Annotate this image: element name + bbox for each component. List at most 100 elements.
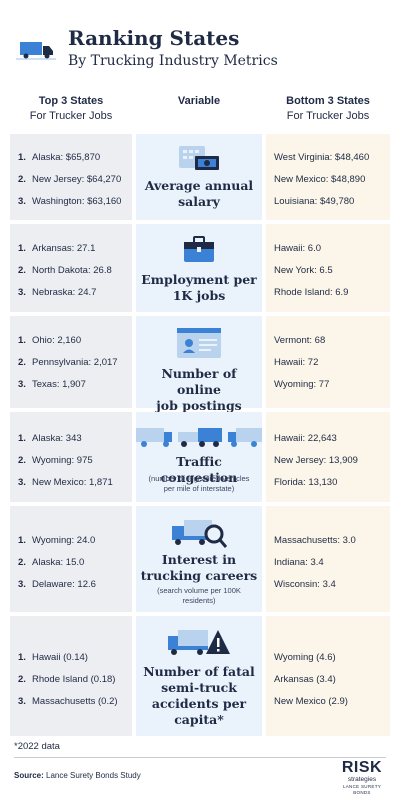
bottom-state-item: West Virginia: $48,460: [274, 152, 370, 163]
variable-title-line: Number of fatal: [143, 664, 255, 679]
variable-title-line: Number of online: [161, 366, 237, 397]
variable-title-line: Interest in: [161, 552, 237, 567]
salary-cash-icon: [179, 146, 219, 170]
variable-title-line: Traffic congestion: [160, 454, 238, 485]
column-header-bottom-sub: For Trucker Jobs: [286, 110, 370, 122]
bottom-state-item: Vermont: 68: [274, 335, 326, 346]
bottom-states-cell: West Virginia: $48,460 New Mexico: $48,8…: [266, 134, 390, 220]
briefcase-icon: [184, 236, 214, 262]
brand-tag: LANCE SURETY BONDS: [342, 784, 382, 795]
top-states-cell: 1. Alaska: $65,870 2. New Jersey: $64,270 …: [10, 134, 132, 220]
variable-title-line: trucking careers: [140, 568, 258, 583]
bottom-state-item: Hawaii: 72: [274, 357, 319, 368]
variable-note-line: residents): [182, 596, 216, 605]
variable-title-line: job postings: [156, 398, 242, 413]
top-state-item: 2. Pennsylvania: 2,017: [18, 357, 118, 368]
variable-title-line: 1K jobs: [172, 288, 226, 303]
source-line: Source: Lance Surety Bonds Study: [14, 771, 141, 780]
top-states-cell: 1. Arkansas: 27.1 2. North Dakota: 26.8 3.…: [10, 224, 132, 312]
metric-row-traffic: 1. Alaska: 343 2. Wyoming: 975 3. New Mexic…: [0, 412, 400, 502]
top-state-item: 3. Texas: 1,907: [18, 379, 86, 390]
variable-cell: Traffic congestion (number of registered…: [136, 412, 262, 502]
page-title: Ranking States: [68, 26, 240, 50]
top-state-item: 2. Alaska: 15.0: [18, 557, 85, 568]
column-header-top-title: Top 3 States: [38, 95, 104, 107]
bottom-state-item: Louisiana: $49,780: [274, 196, 355, 207]
bottom-state-item: Indiana: 3.4: [274, 557, 324, 568]
truck-search-icon: [172, 520, 228, 548]
top-state-item: 3. Massachusetts (0.2): [18, 696, 118, 707]
top-state-item: 1. Alaska: 343: [18, 433, 82, 444]
top-state-item: 2. Rhode Island (0.18): [18, 674, 116, 685]
variable-title-line: salary: [178, 194, 220, 209]
variable-title-line: Employment per: [141, 272, 257, 287]
top-state-item: 2. North Dakota: 26.8: [18, 265, 112, 276]
metric-row-salary: 1. Alaska: $65,870 2. New Jersey: $64,270 …: [0, 134, 400, 220]
bottom-state-item: Rhode Island: 6.9: [274, 287, 349, 298]
bottom-state-item: New Mexico: $48,890: [274, 174, 366, 185]
source-label: Source:: [14, 771, 44, 780]
metric-row-job-postings: 1. Ohio: 2,160 2. Pennsylvania: 2,017 3. Te…: [0, 316, 400, 413]
metric-row-career-interest: 1. Wyoming: 24.0 2. Alaska: 15.0 3. Delawar…: [0, 506, 400, 612]
column-header-bottom-title: Bottom 3 States: [286, 95, 370, 107]
metric-row-employment: 1. Arkansas: 27.1 2. North Dakota: 26.8 3.…: [0, 224, 400, 312]
brand-logo: RISK strategies LANCE SURETY BONDS: [336, 759, 388, 795]
source-text: Lance Surety Bonds Study: [46, 771, 141, 780]
bottom-state-item: Arkansas (3.4): [274, 674, 336, 685]
top-states-cell: 1. Alaska: 343 2. Wyoming: 975 3. New Mexic…: [10, 412, 132, 502]
column-header-variable: Variable: [177, 95, 221, 107]
top-state-item: 3. New Mexico: 1,871: [18, 477, 113, 488]
bottom-state-item: Massachusetts: 3.0: [274, 535, 356, 546]
top-state-item: 1. Hawaii (0.14): [18, 652, 88, 663]
top-state-item: 3. Delaware: 12.6: [18, 579, 96, 590]
variable-cell: Number of fatal semi-truck accidents per…: [136, 616, 262, 736]
variable-title-line: semi-truck: [161, 680, 237, 695]
header: Ranking States By Trucking Industry Metr…: [0, 0, 400, 90]
footer-divider: [14, 757, 386, 758]
bottom-states-cell: Massachusetts: 3.0 Indiana: 3.4 Wisconsi…: [266, 506, 390, 612]
column-header-top-sub: For Trucker Jobs: [29, 110, 113, 122]
bottom-state-item: New Jersey: 13,909: [274, 455, 358, 466]
top-state-item: 2. New Jersey: $64,270: [18, 174, 122, 185]
bottom-state-item: New York: 6.5: [274, 265, 333, 276]
top-state-item: 2. Wyoming: 975: [18, 455, 93, 466]
variable-cell: Interest in trucking careers (search vol…: [136, 506, 262, 612]
job-posting-icon: [177, 328, 221, 358]
top-states-cell: 1. Ohio: 2,160 2. Pennsylvania: 2,017 3. Te…: [10, 316, 132, 408]
variable-cell: Employment per 1K jobs: [136, 224, 262, 312]
bottom-state-item: Florida: 13,130: [274, 477, 338, 488]
top-state-item: 1. Arkansas: 27.1: [18, 243, 96, 254]
bottom-state-item: Wyoming: 77: [274, 379, 330, 390]
top-state-item: 1. Ohio: 2,160: [18, 335, 82, 346]
truck-icon: [16, 42, 56, 60]
metric-row-fatal-accidents: 1. Hawaii (0.14) 2. Rhode Island (0.18) 3.…: [0, 616, 400, 736]
top-states-cell: 1. Hawaii (0.14) 2. Rhode Island (0.18) 3.…: [10, 616, 132, 736]
variable-note-line: (search volume per 100K: [157, 586, 241, 595]
footnote: *2022 data: [14, 741, 60, 752]
variable-title-line: accidents per: [151, 696, 247, 711]
bottom-states-cell: Vermont: 68 Hawaii: 72 Wyoming: 77: [266, 316, 390, 408]
column-header-top: Top 3 States For Trucker Jobs: [10, 94, 132, 124]
variable-title-line: capita*: [174, 712, 224, 727]
variable-note-line: per mile of interstate): [163, 484, 235, 493]
bottom-state-item: Wyoming (4.6): [274, 652, 336, 663]
variable-cell: Number of online job postings: [136, 316, 262, 413]
top-states-cell: 1. Wyoming: 24.0 2. Alaska: 15.0 3. Delawar…: [10, 506, 132, 612]
top-state-item: 3. Nebraska: 24.7: [18, 287, 97, 298]
variable-title-line: Average annual: [144, 178, 254, 193]
bottom-state-item: Wisconsin: 3.4: [274, 579, 336, 590]
bottom-state-item: New Mexico (2.9): [274, 696, 348, 707]
bottom-states-cell: Hawaii: 6.0 New York: 6.5 Rhode Island: …: [266, 224, 390, 312]
truck-warning-icon: [168, 630, 230, 655]
bottom-states-cell: Hawaii: 22,643 New Jersey: 13,909 Florid…: [266, 412, 390, 502]
variable-cell: Average annual salary: [136, 134, 262, 220]
top-state-item: 1. Alaska: $65,870: [18, 152, 101, 163]
top-state-item: 1. Wyoming: 24.0: [18, 535, 96, 546]
brand-main: RISK: [341, 759, 383, 776]
page-subtitle: By Trucking Industry Metrics: [68, 53, 278, 69]
traffic-trucks-icon: [136, 428, 262, 447]
brand-sub: strategies: [347, 776, 377, 783]
variable-note-line: (number of registered vehicles: [148, 474, 250, 483]
bottom-state-item: Hawaii: 6.0: [274, 243, 321, 254]
top-state-item: 3. Washington: $63,160: [18, 196, 122, 207]
